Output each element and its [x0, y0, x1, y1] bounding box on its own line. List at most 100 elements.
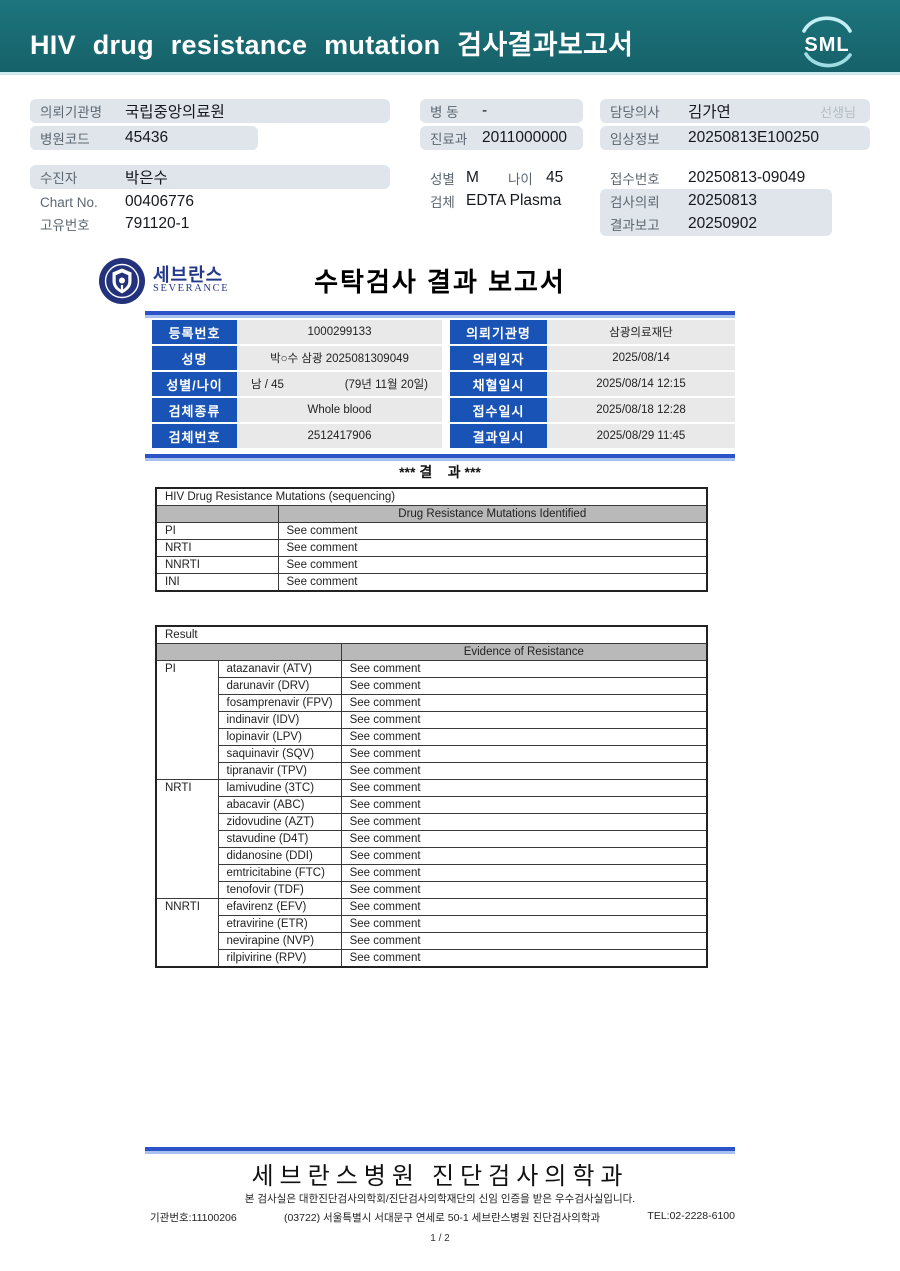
severance-logo-icon — [99, 258, 145, 304]
drug-cell: zidovudine (AZT) — [217, 813, 342, 831]
drug-cell: abacavir (ABC) — [217, 796, 342, 814]
drug-cell: indinavir (IDV) — [217, 711, 342, 729]
drug-cell: darunavir (DRV) — [217, 677, 342, 695]
value-cell: See comment — [340, 915, 708, 933]
summary-gap — [442, 346, 450, 370]
footer-info-row: 기관번호:11100206 (03722) 서울특별시 서대문구 연세로 50-… — [150, 1210, 735, 1225]
drug-cell: tenofovir (TDF) — [217, 881, 342, 899]
field-label: 고유번호 — [40, 218, 90, 233]
value-cell: See comment — [340, 847, 708, 865]
field-value: 박은수 — [125, 170, 168, 187]
drug-cell: tipranavir (TPV) — [217, 762, 342, 780]
field-hospital-code: 병원코드 45436 — [30, 126, 258, 150]
summary-label: 의뢰일자 — [450, 346, 547, 370]
table-row: darunavir (DRV) See comment — [156, 677, 708, 695]
summary-value: 2025/08/29 11:45 — [547, 424, 735, 448]
field-request-date: 검사의뢰 20250813 — [610, 191, 832, 211]
table-row: nevirapine (NVP) See comment — [156, 932, 708, 950]
footer-org-no: 기관번호:11100206 — [150, 1212, 237, 1224]
value-cell: See comment — [340, 694, 708, 712]
summary-value-part: 남 / 45 — [251, 379, 284, 391]
summary-gap — [442, 398, 450, 422]
value-cell: See comment — [340, 932, 708, 950]
value-cell: See comment — [340, 949, 708, 968]
value-cell: See comment — [340, 762, 708, 780]
summary-value: 삼광의료재단 — [547, 320, 735, 344]
summary-value: Whole blood — [237, 398, 442, 422]
field-value: 20250813E100250 — [688, 129, 820, 146]
summary-value: 남 / 45 (79년 11월 20일) — [237, 372, 442, 396]
result-table-col-header: Evidence of Resistance — [340, 643, 708, 661]
table-row: saquinavir (SQV) See comment — [156, 745, 708, 763]
drug-cell: stavudine (D4T) — [217, 830, 342, 848]
field-value: 00406776 — [125, 193, 194, 210]
field-sex-age: 성별 M 나이 45 — [420, 166, 605, 190]
result-table-empty-header — [155, 643, 342, 661]
table-row: NNRTI See comment — [155, 556, 708, 574]
category-cell: NRTI — [155, 539, 279, 557]
value-cell: See comment — [340, 864, 708, 882]
drug-cell: lamivudine (3TC) — [217, 779, 342, 797]
field-patient-name: 수진자 박은수 — [30, 165, 390, 189]
table-row: PI See comment — [155, 522, 708, 540]
summary-value-part: (79년 11월 20일) — [344, 379, 428, 391]
field-label: 수진자 — [40, 171, 78, 186]
summary-label: 등록번호 — [152, 320, 237, 344]
table-row: stavudine (D4T) See comment — [156, 830, 708, 848]
value-cell: See comment — [340, 881, 708, 899]
table-row: abacavir (ABC) See comment — [156, 796, 708, 814]
drug-cell: etravirine (ETR) — [217, 915, 342, 933]
value-cell: See comment — [340, 898, 708, 916]
summary-label: 검체종류 — [152, 398, 237, 422]
field-label: 병 동 — [430, 105, 459, 120]
divider-bar-result — [145, 454, 735, 461]
value-cell: See comment — [340, 711, 708, 729]
header-banner: HIV drug resistance mutation 검사결과보고서 SML — [0, 0, 900, 75]
table-row: rilpivirine (RPV) See comment — [156, 949, 708, 968]
table-row: NRTI See comment — [155, 539, 708, 557]
summary-label: 검체번호 — [152, 424, 237, 448]
summary-gap — [442, 320, 450, 344]
category-cell: PI — [155, 660, 219, 780]
category-cell: NNRTI — [155, 898, 219, 968]
summary-label: 채혈일시 — [450, 372, 547, 396]
value-cell: See comment — [277, 573, 708, 592]
field-label: 검사의뢰 — [610, 195, 660, 211]
field-ward: 병 동 - — [420, 99, 583, 123]
value-cell: See comment — [340, 796, 708, 814]
mutations-table-empty-header — [155, 505, 279, 523]
drug-cell: efavirenz (EFV) — [217, 898, 342, 916]
drug-cell: saquinavir (SQV) — [217, 745, 342, 763]
mutations-table-title: HIV Drug Resistance Mutations (sequencin… — [155, 487, 708, 506]
field-label: 접수번호 — [610, 172, 660, 187]
mutations-table: HIV Drug Resistance Mutations (sequencin… — [155, 487, 708, 592]
summary-table: 등록번호 1000299133 의뢰기관명 삼광의료재단 성명 박○수 삼광 2… — [152, 320, 735, 448]
field-unique-no: 고유번호 791120-1 — [30, 212, 390, 236]
mutations-table-col-header: Drug Resistance Mutations Identified — [277, 505, 708, 523]
drug-cell: fosamprenavir (FPV) — [217, 694, 342, 712]
field-requesting-org: 의뢰기관명 국립중앙의료원 — [30, 99, 390, 123]
field-dates-group: 검사의뢰 20250813 결과보고 20250902 — [600, 189, 832, 236]
category-cell: INI — [155, 573, 279, 592]
field-label: 임상정보 — [610, 132, 660, 147]
field-report-date: 결과보고 20250902 — [610, 214, 832, 234]
drug-cell: nevirapine (NVP) — [217, 932, 342, 950]
value-cell: See comment — [277, 522, 708, 540]
value-cell: See comment — [340, 677, 708, 695]
summary-label: 결과일시 — [450, 424, 547, 448]
summary-value: 1000299133 — [237, 320, 442, 344]
footer-address: (03722) 서울특별시 서대문구 연세로 50-1 세브란스병원 진단검사의… — [283, 1212, 601, 1224]
table-row: fosamprenavir (FPV) See comment — [156, 694, 708, 712]
field-value: 45 — [546, 169, 564, 186]
field-value: 791120-1 — [125, 215, 190, 232]
value-cell: See comment — [340, 779, 708, 797]
footer-certification: 본 검사실은 대한진단검사의학회/진단검사의학재단의 신임 인증을 받은 우수검… — [244, 1193, 636, 1205]
table-row: NRTI lamivudine (3TC) See comment — [155, 779, 708, 899]
field-label: 병원코드 — [40, 132, 90, 147]
summary-value: 2025/08/14 — [547, 346, 735, 370]
divider-bar-footer — [145, 1147, 735, 1154]
drug-cell: atazanavir (ATV) — [217, 660, 342, 678]
result-table-title: Result — [155, 625, 708, 644]
field-label: 담당의사 — [610, 105, 660, 120]
value-cell: See comment — [340, 813, 708, 831]
